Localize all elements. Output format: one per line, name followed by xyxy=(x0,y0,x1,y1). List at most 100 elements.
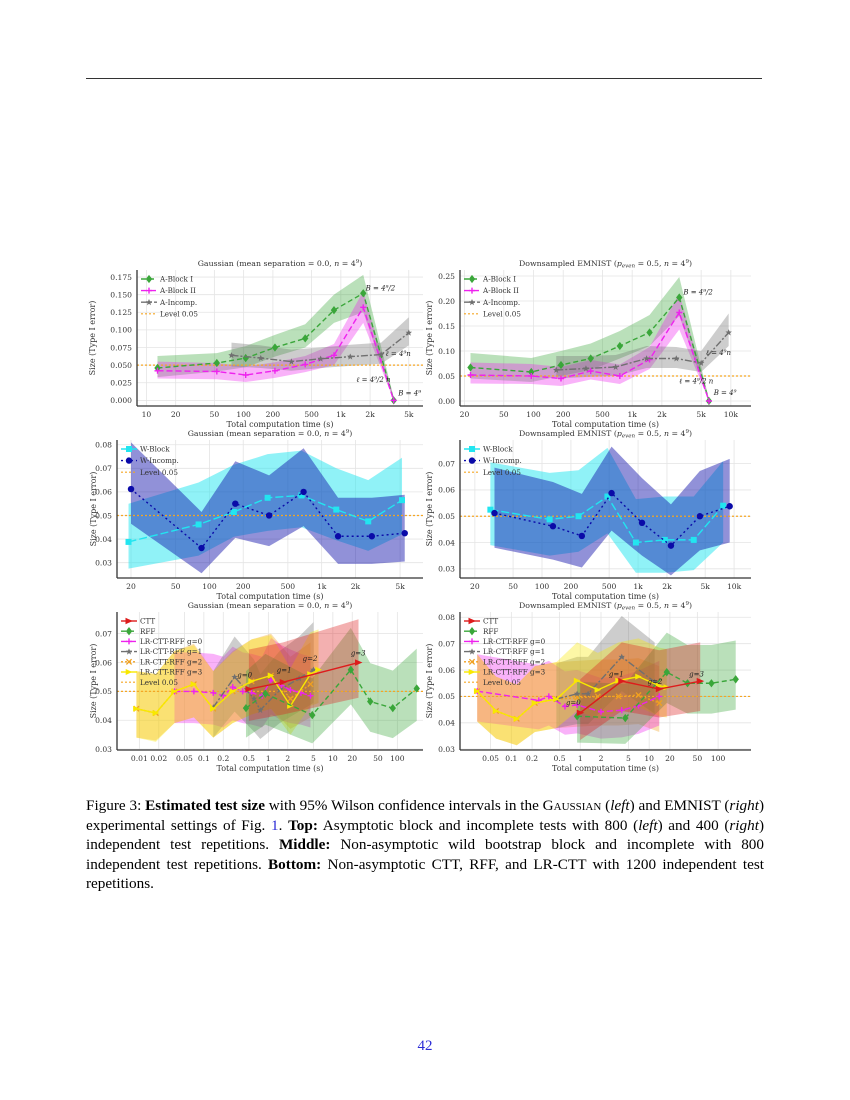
data-point xyxy=(267,672,275,679)
data-point xyxy=(264,494,271,501)
confidence-band xyxy=(174,637,311,728)
data-point xyxy=(708,679,715,688)
x-tick-label: 100 xyxy=(711,754,726,763)
y-tick-label: 0.07 xyxy=(438,459,455,468)
y-tick-label: 0.00 xyxy=(438,397,455,406)
data-point xyxy=(334,533,342,540)
x-tick-label: 5 xyxy=(311,754,316,763)
data-point xyxy=(615,693,622,700)
x-tick-label: 50 xyxy=(171,582,181,591)
annotation-label: g=3 xyxy=(689,671,704,679)
caption-text: Non-asymptotic wild bootstrap block and … xyxy=(86,836,764,873)
series-line xyxy=(470,296,710,402)
figure-caption: Figure 3: Estimated test size with 95% W… xyxy=(86,796,764,894)
figure-ref-link[interactable]: 1 xyxy=(271,816,279,834)
data-point xyxy=(309,710,316,720)
series-line xyxy=(577,671,736,719)
x-tick-label: 50 xyxy=(693,754,703,763)
data-point xyxy=(661,536,668,543)
annotation-label: ℓ = 4⁹/2 n xyxy=(356,376,392,384)
x-tick-label: 2k xyxy=(662,582,672,591)
data-point xyxy=(213,358,221,368)
data-point xyxy=(265,512,273,519)
caption-text: ) and EMNIST ( xyxy=(629,797,730,814)
x-tick-label: 0.5 xyxy=(553,754,565,763)
chart-title: Downsampled EMNIST (peven = 0.5, n = 49) xyxy=(519,259,692,270)
chart-title: Downsampled EMNIST (peven = 0.5, n = 49) xyxy=(519,429,692,440)
data-point xyxy=(467,363,474,372)
y-tick-label: 0.000 xyxy=(110,396,132,405)
x-tick-label: 0.01 xyxy=(131,754,148,763)
plot-body xyxy=(117,442,423,574)
x-tick-label: 2k xyxy=(657,410,667,419)
plot-body xyxy=(460,277,751,406)
data-point xyxy=(594,686,602,693)
legend-label: W-Block xyxy=(483,445,513,454)
y-tick-label: 0.150 xyxy=(110,290,132,299)
annotation-label: ℓ = 4⁹n xyxy=(705,349,731,357)
data-point xyxy=(656,693,663,700)
x-tick-label: 50 xyxy=(373,754,383,763)
caption-bold-lead: Estimated test size xyxy=(145,797,265,814)
x-tick-label: 2k xyxy=(351,582,361,591)
series-line xyxy=(130,488,405,550)
header-rule xyxy=(86,78,762,79)
x-tick-label: 200 xyxy=(556,410,571,419)
legend-marker xyxy=(146,287,152,294)
legend-marker xyxy=(468,299,476,306)
legend-marker xyxy=(468,669,476,675)
x-tick-label: 2 xyxy=(285,754,290,763)
data-point xyxy=(330,306,338,315)
legend-label: LR-CTT-RFF g=2 xyxy=(140,657,202,666)
data-point xyxy=(553,366,560,373)
annotation-label: ℓ = 4⁹n xyxy=(385,350,411,358)
x-tick-label: 1 xyxy=(266,754,271,763)
data-point xyxy=(231,673,238,680)
data-point xyxy=(608,489,615,497)
plot-body xyxy=(137,274,423,405)
series-line xyxy=(476,690,660,720)
data-point xyxy=(513,715,521,722)
data-point xyxy=(549,523,557,530)
data-point xyxy=(239,688,246,695)
x-axis-label: Total computation time (s) xyxy=(216,764,323,773)
legend-item: A-Block I xyxy=(141,275,193,284)
chart-title: Gaussian (mean separation = 0.0, n = 49) xyxy=(188,601,353,610)
data-point xyxy=(367,697,374,706)
chart-panel-top-right: B = 4⁹/2 ℓ = 4⁹n ℓ = 4⁹/2 n B = 4⁹ 20 50 100 20… xyxy=(425,259,751,429)
x-tick-label: 10k xyxy=(727,582,742,591)
data-point xyxy=(242,703,250,713)
x-tick-label: 50 xyxy=(508,582,518,591)
data-point xyxy=(656,699,663,707)
legend-marker xyxy=(126,638,132,645)
data-point xyxy=(667,542,675,549)
data-point xyxy=(298,492,305,499)
data-point xyxy=(598,708,605,715)
chart-panel-bottom-right: g=0 g=1 g=2 g=3 0.05 0.1 0.2 0.5 1 2 5 10 20 50 100 0.0… xyxy=(425,601,751,773)
x-tick-label: 0.02 xyxy=(150,754,167,763)
legend-marker xyxy=(125,648,133,655)
data-point xyxy=(195,521,202,528)
data-point xyxy=(360,304,367,311)
x-axis-label: Total computation time (s) xyxy=(552,592,659,601)
y-axis-label: Size (Type I error) xyxy=(425,472,434,547)
legend-item: Level 0.05 xyxy=(121,678,178,687)
data-point xyxy=(245,685,253,693)
annotation-label: ℓ = 4⁹/2 n xyxy=(678,378,714,386)
data-point xyxy=(232,500,239,507)
plot-body xyxy=(460,615,751,746)
series-line xyxy=(157,292,395,401)
y-tick-label: 0.03 xyxy=(95,745,112,754)
x-axis-label: Total computation time (s) xyxy=(552,420,659,429)
x-tick-label: 100 xyxy=(526,410,541,419)
data-point xyxy=(705,398,712,404)
caption-gaussian: Gaussian xyxy=(542,797,602,814)
plot-body xyxy=(117,619,423,744)
legend-item: Level 0.05 xyxy=(464,678,521,687)
legend: A-Block I A-Block II A-Incomp. Level 0.05 xyxy=(141,275,198,318)
legend-label: Level 0.05 xyxy=(483,309,521,318)
y-tick-label: 0.04 xyxy=(438,719,455,728)
legend-item: A-Block II xyxy=(141,286,196,295)
data-point xyxy=(307,681,314,688)
page-number[interactable]: 42 xyxy=(417,1038,433,1054)
